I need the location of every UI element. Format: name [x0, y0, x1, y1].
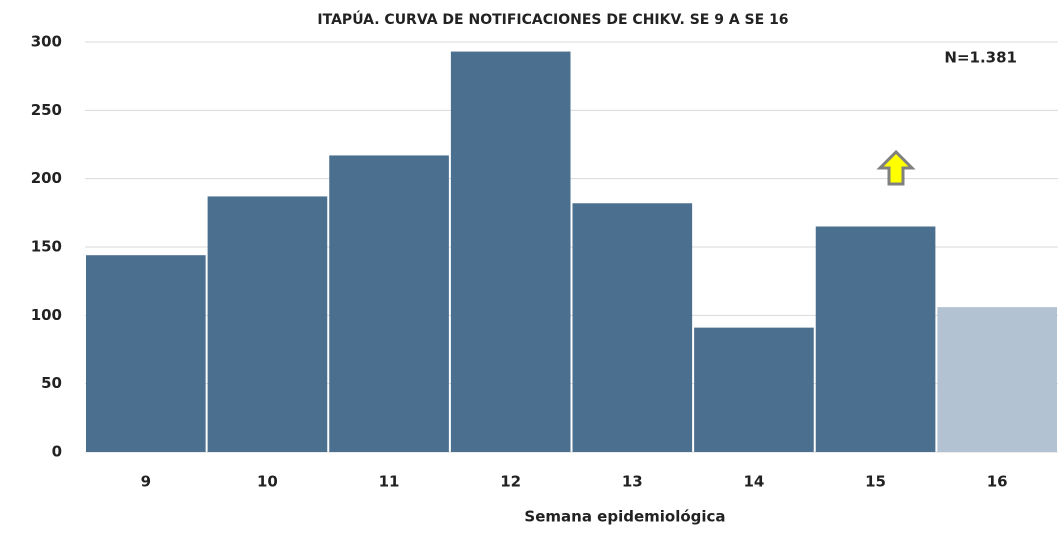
bar [815, 226, 936, 452]
x-tick-label: 12 [500, 473, 521, 491]
x-tick-label: 15 [865, 473, 886, 491]
bar [572, 203, 693, 452]
x-tick-label: 9 [141, 473, 151, 491]
bars [86, 51, 1057, 453]
x-tick-label: 14 [744, 473, 765, 491]
y-tick-label: 250 [31, 101, 62, 119]
chart-title: ITAPÚA. CURVA DE NOTIFICACIONES DE CHIKV… [317, 10, 788, 28]
bar [937, 307, 1057, 452]
x-tick-label: 16 [987, 473, 1008, 491]
y-tick-label: 100 [31, 306, 62, 324]
x-tick-label: 10 [257, 473, 278, 491]
bar [86, 255, 206, 452]
bar [450, 51, 571, 453]
x-tick-label: 11 [379, 473, 400, 491]
x-tick-label: 13 [622, 473, 643, 491]
y-tick-label: 300 [31, 33, 62, 51]
up-arrow-icon [876, 149, 916, 186]
bar [694, 327, 814, 452]
y-tick-label: 50 [41, 374, 62, 392]
y-tick-label: 150 [31, 238, 62, 256]
bar [207, 196, 328, 452]
y-tick-label: 200 [31, 169, 62, 187]
annotation: N=1.381 [944, 49, 1017, 67]
y-tick-label: 0 [52, 443, 62, 461]
bar [329, 155, 449, 452]
x-axis-title: Semana epidemiológica [524, 508, 725, 526]
